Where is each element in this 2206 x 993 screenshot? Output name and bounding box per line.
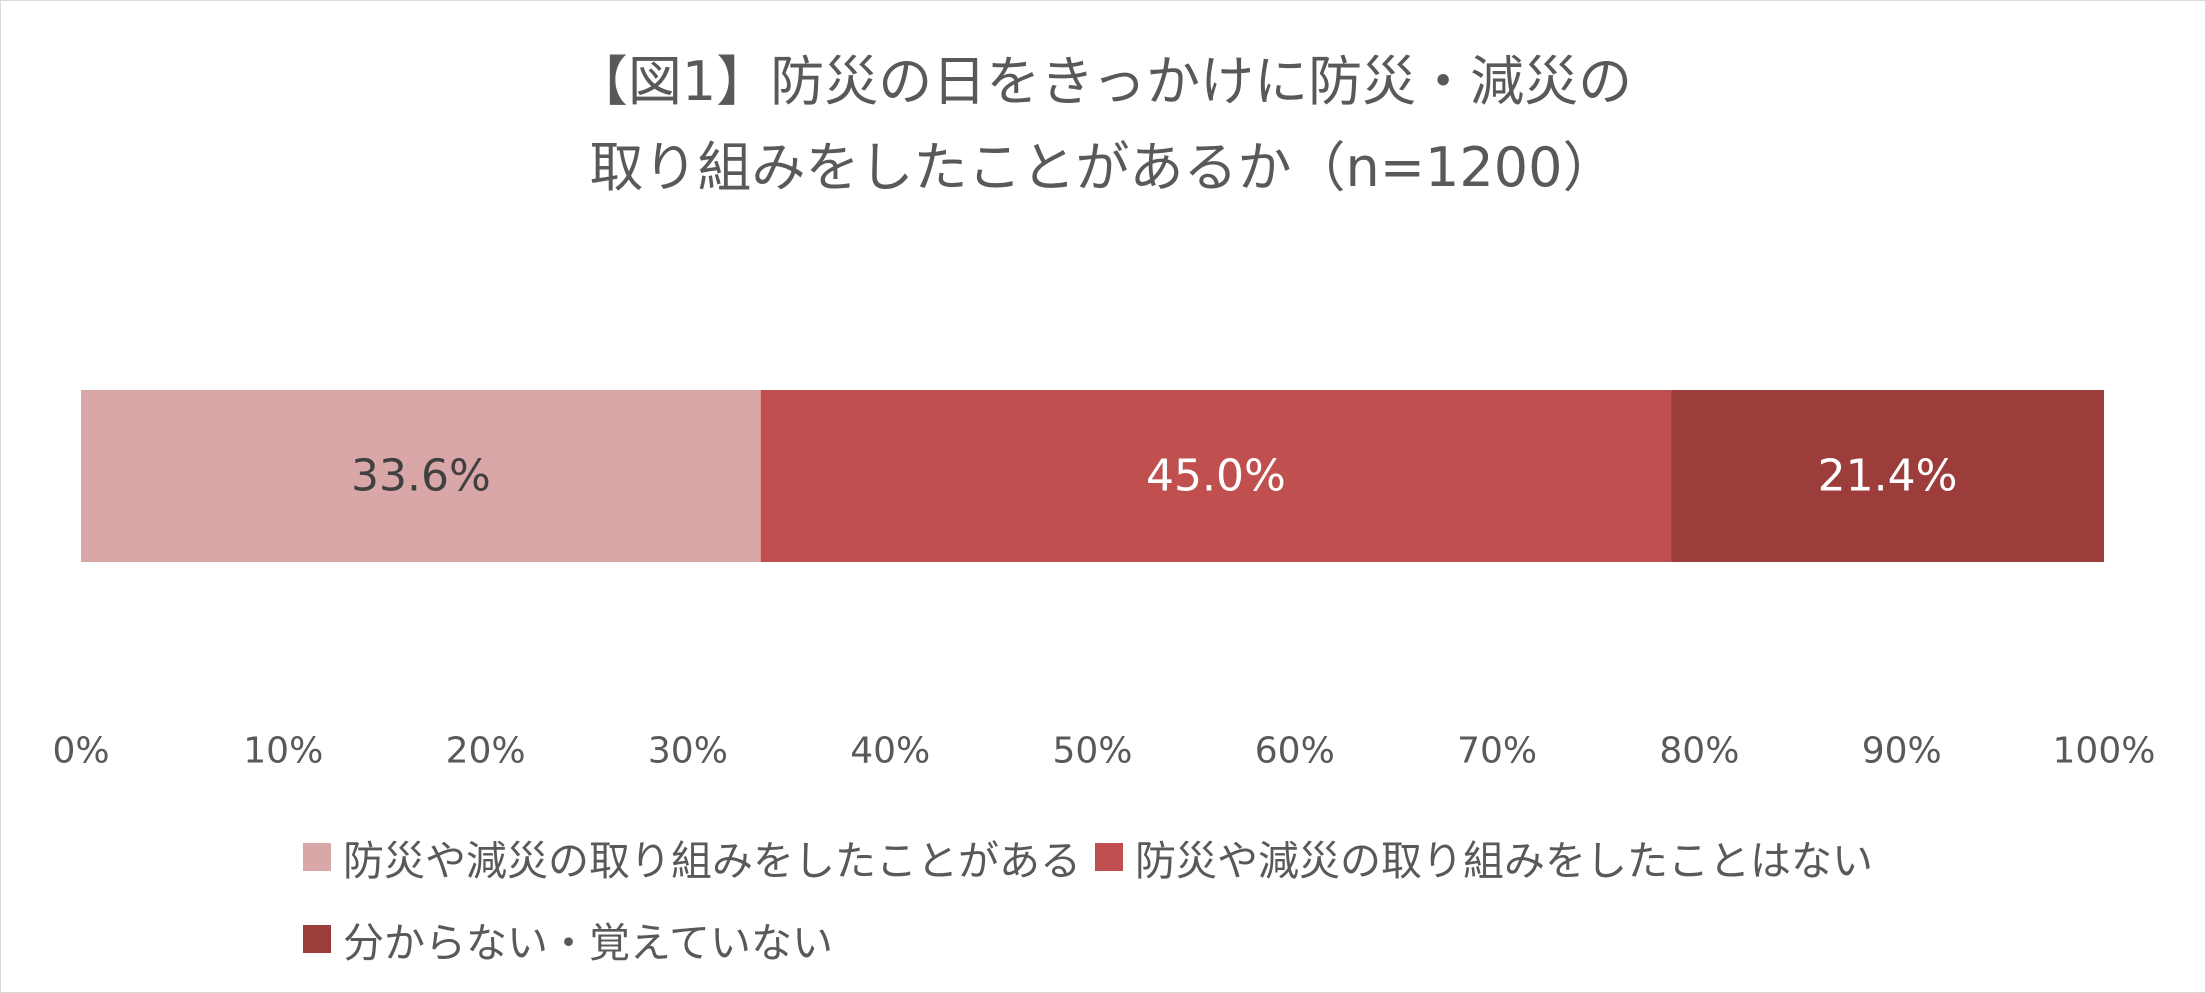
chart-title-line-2: 取り組みをしたことがあるか（n=1200）	[589, 136, 1617, 199]
data-label-done: 33.6%	[351, 451, 491, 502]
x-tick-label: 80%	[1659, 731, 1739, 772]
legend-swatch-not-done	[1095, 843, 1123, 871]
chart-title: 【図1】防災の日をきっかけに防災・減災の 取り組みをしたことがあるか（n=120…	[1, 39, 2205, 211]
bar-segment-not-done	[760, 390, 1672, 562]
x-tick-label: 0%	[52, 731, 109, 772]
data-label-not-done: 45.0%	[1146, 451, 1286, 502]
x-tick-label: 40%	[850, 731, 930, 772]
bar-segment-unknown	[1671, 390, 2104, 562]
legend-row-2: 分からない・覚えていない	[303, 898, 2003, 980]
chart-title-line-1: 【図1】防災の日をきっかけに防災・減災の	[573, 50, 1633, 113]
legend-swatch-unknown	[303, 925, 331, 953]
legend-label-done: 防災や減災の取り組みをしたことがある	[343, 837, 1081, 885]
x-tick-label: 30%	[648, 731, 728, 772]
legend-item-unknown: 分からない・覚えていない	[303, 909, 833, 969]
bar-segment-done	[81, 390, 761, 562]
legend-row-1: 防災や減災の取り組みをしたことがある 防災や減災の取り組みをしたことはない	[303, 816, 2003, 898]
legend-item-done: 防災や減災の取り組みをしたことがある	[303, 827, 1081, 887]
chart-legend: 防災や減災の取り組みをしたことがある 防災や減災の取り組みをしたことはない 分か…	[303, 816, 2003, 980]
x-tick-label: 100%	[2053, 731, 2156, 772]
legend-label-not-done: 防災や減災の取り組みをしたことはない	[1135, 837, 1873, 885]
legend-item-not-done: 防災や減災の取り組みをしたことはない	[1095, 827, 1873, 887]
data-label-unknown: 21.4%	[1818, 451, 1958, 502]
x-tick-label: 20%	[446, 731, 526, 772]
x-tick-label: 70%	[1457, 731, 1537, 772]
x-tick-label: 10%	[243, 731, 323, 772]
legend-label-unknown: 分からない・覚えていない	[343, 919, 833, 967]
legend-swatch-done	[303, 843, 331, 871]
x-tick-label: 50%	[1052, 731, 1132, 772]
x-tick-label: 90%	[1862, 731, 1942, 772]
x-tick-label: 60%	[1255, 731, 1335, 772]
